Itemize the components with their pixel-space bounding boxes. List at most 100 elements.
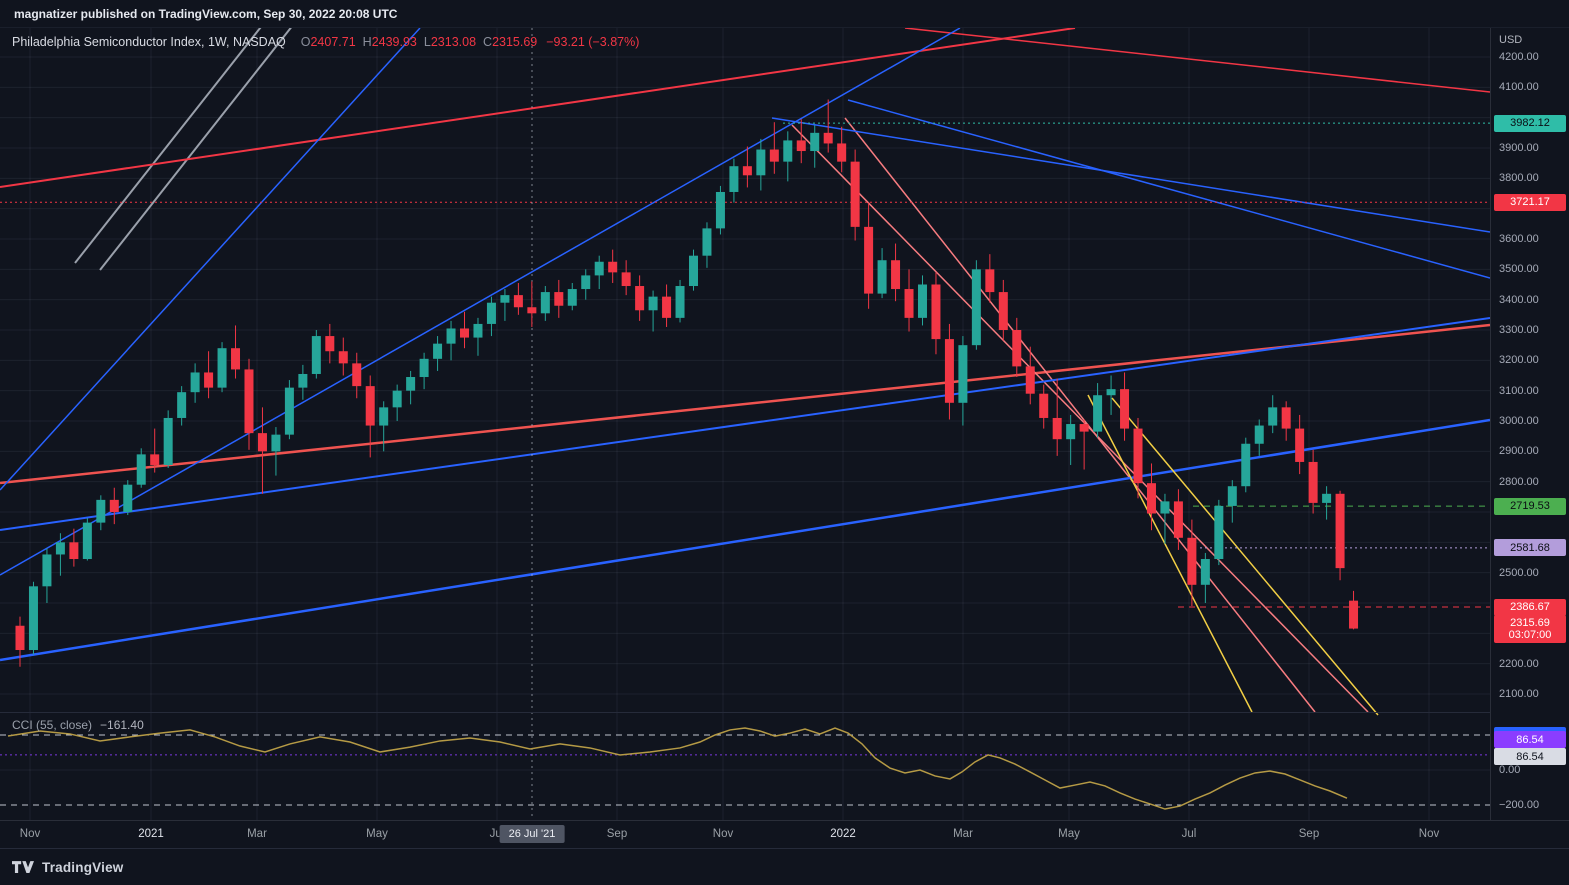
gray-trend-1[interactable] [74,28,268,264]
time-label: 2022 [830,828,856,840]
candle [608,261,618,273]
blue-channel[interactable] [0,317,1490,531]
candle [109,499,119,512]
candle [150,454,160,465]
candle [1281,407,1291,429]
candle [28,586,38,651]
blue-support[interactable] [0,418,1490,662]
candle [1052,417,1062,440]
candle [917,284,927,318]
candle [1106,389,1116,396]
badge-price: 3982.12 [1510,117,1550,130]
price-tick: 2500.00 [1499,566,1539,579]
candle [1093,395,1103,432]
cci-tick: 0.00 [1499,764,1521,776]
grid-layer [0,28,1490,820]
candle [567,289,577,306]
candle [82,522,92,560]
blue-steep-2[interactable] [0,28,961,576]
candle [729,166,739,192]
candle [42,554,52,587]
candle [1187,537,1197,585]
blue-downtrend-1[interactable] [771,117,1490,233]
price-tick: 3600.00 [1499,232,1539,245]
price-tick: 3200.00 [1499,354,1539,367]
candle [1349,600,1359,629]
current-price-badge: 2315.69 03:07:00 [1494,614,1566,643]
candle [1120,389,1130,429]
candle [446,328,456,344]
candle [1335,493,1345,569]
candle [1066,424,1076,440]
yellow-wedge-1[interactable] [1087,394,1253,713]
red-resistance-right[interactable] [904,28,1490,93]
price-level-badge: 2386.67 [1494,598,1566,616]
candle [1146,483,1156,514]
candle [1214,505,1224,560]
time-label: Nov [19,828,41,840]
candle [1268,407,1278,426]
price-tick: 2100.00 [1499,687,1539,700]
price-scale[interactable]: USD 4200.00 4100.00 3900.00 3800.00 3600.00 3… [1490,28,1569,820]
candle [123,484,133,512]
price-tick: 2800.00 [1499,475,1539,488]
candle [1039,393,1049,418]
time-axis[interactable]: Nov 2021 Mar May Jul Sep Nov 2022 Mar May Jul Sep No… [0,820,1569,848]
candle [419,358,429,378]
candle [406,377,416,391]
candle [742,166,752,176]
pink-downtrend-1[interactable] [791,124,1369,713]
candle [298,373,308,388]
time-label: May [366,828,388,840]
candle [527,307,537,314]
candle [513,295,523,308]
ohlc-close-label: C [483,35,493,49]
time-label: Mar [247,828,267,840]
blue-steep-1[interactable] [0,28,421,491]
brand-name[interactable]: TradingView [42,859,124,875]
countdown: 03:07:00 [1508,628,1552,641]
candle [460,328,470,338]
candle [783,140,793,162]
candle [257,433,267,452]
ohlc-close-value: 2315.69 [492,35,538,49]
price-level-badge: 3721.17 [1494,193,1566,211]
candle [244,369,254,434]
time-label: Mar [953,828,973,840]
ohlc-low-label: L [423,35,431,49]
candle [958,345,968,403]
red-channel-top[interactable] [0,28,1076,188]
pink-downtrend-2[interactable] [844,117,1316,713]
cci-value-badge: 86.54 [1494,748,1566,765]
red-channel-mid[interactable] [0,323,1490,485]
ohlc-high-value: 2439.93 [371,35,417,49]
candle [594,261,604,276]
candle [1200,559,1210,585]
time-label: 2021 [138,828,164,840]
chart-canvas[interactable] [0,28,1569,848]
cci-line [7,727,1348,810]
tradingview-logo-icon[interactable] [12,860,34,875]
indicator-legend: CCI (55, close) −161.40 [12,718,144,732]
candle [985,269,995,293]
time-label: Nov [1418,828,1440,840]
ohlc-low-value: 2313.08 [430,35,477,49]
gray-trend-2[interactable] [99,28,293,271]
candle [837,143,847,162]
cci-label[interactable]: CCI (55, close) [12,718,93,732]
cci-value-badge: 86.54 [1494,731,1566,748]
candle [352,363,362,387]
blue-downtrend-2[interactable] [847,99,1490,279]
candle [1227,486,1237,506]
candle [796,140,806,152]
legend-title[interactable]: Philadelphia Semiconductor Index, 1W, NA… [12,35,286,49]
candle [338,351,348,364]
yellow-wedge-2[interactable] [1111,397,1379,716]
candle [231,348,241,370]
candle [971,269,981,346]
ohlc-open-label: O [300,35,311,49]
candle [581,275,591,290]
symbol-legend: Philadelphia Semiconductor Index, 1W, NA… [12,35,639,49]
candle [392,390,402,408]
price-tick: 3400.00 [1499,293,1539,306]
